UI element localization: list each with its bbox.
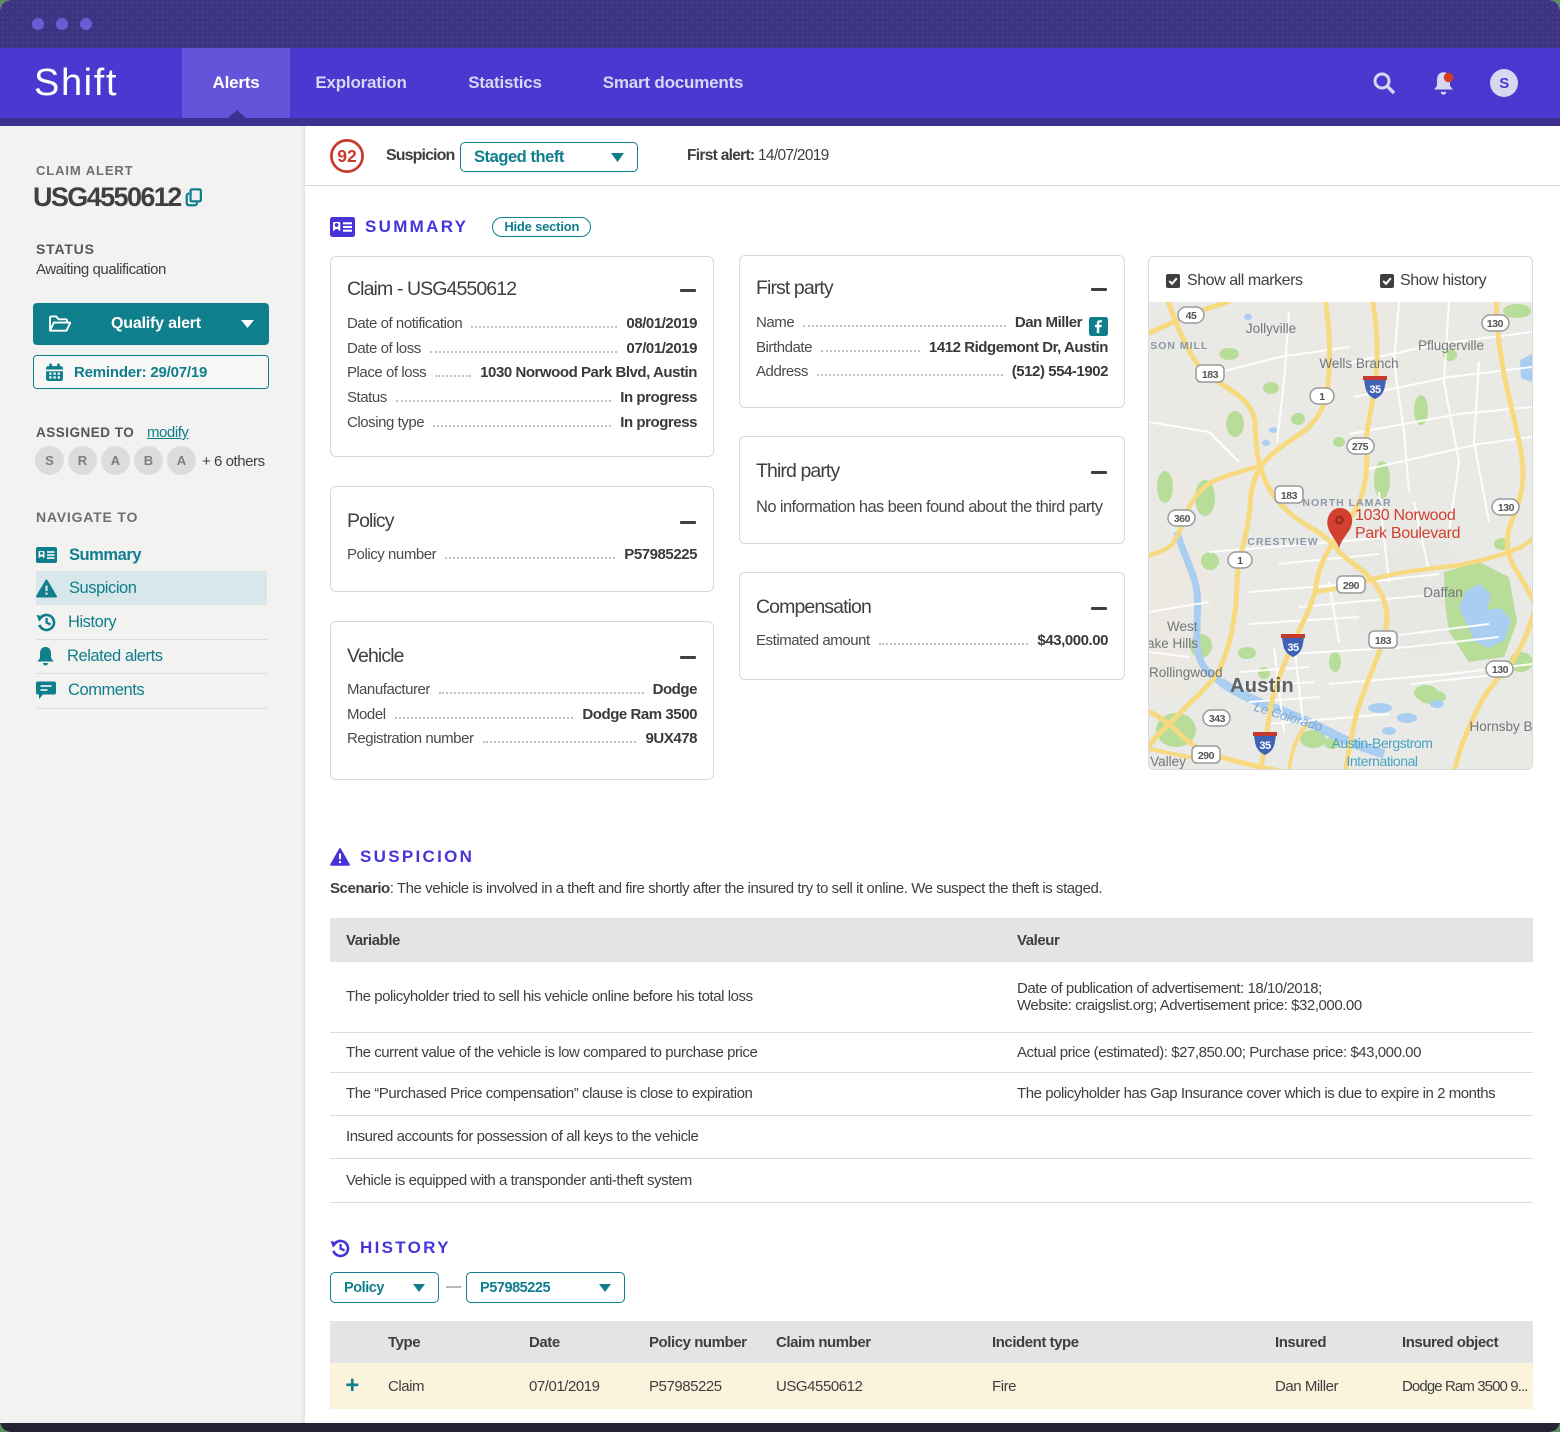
svg-text:Rollingwood: Rollingwood <box>1149 665 1223 680</box>
svg-text:RSON MILL: RSON MILL <box>1149 340 1208 352</box>
svg-text:Daffan: Daffan <box>1423 585 1463 600</box>
svg-text:290: 290 <box>1343 580 1360 592</box>
svg-text:343: 343 <box>1209 713 1226 725</box>
svg-text:35: 35 <box>1259 740 1271 752</box>
svg-text:Valley: Valley <box>1150 754 1186 769</box>
svg-text:360: 360 <box>1174 513 1191 525</box>
svg-text:35: 35 <box>1287 642 1299 654</box>
svg-text:Hornsby B: Hornsby B <box>1469 719 1532 734</box>
svg-text:International: International <box>1346 753 1418 769</box>
svg-text:130: 130 <box>1498 502 1515 514</box>
svg-text:183: 183 <box>1281 490 1298 502</box>
svg-text:Wells Branch: Wells Branch <box>1319 356 1398 371</box>
svg-text:183: 183 <box>1202 369 1219 381</box>
svg-text:183: 183 <box>1375 635 1392 647</box>
svg-text:290: 290 <box>1198 750 1215 762</box>
svg-text:Austin: Austin <box>1230 675 1294 697</box>
svg-text:1: 1 <box>1237 555 1243 567</box>
svg-text:West: West <box>1167 619 1198 634</box>
svg-text:275: 275 <box>1352 441 1369 453</box>
svg-text:Austin-Bergstrom: Austin-Bergstrom <box>1332 735 1433 751</box>
svg-text:NORTH LAMAR: NORTH LAMAR <box>1302 497 1391 509</box>
svg-text:130: 130 <box>1487 318 1504 330</box>
svg-text:Park Boulevard: Park Boulevard <box>1355 525 1460 542</box>
svg-text:1030 Norwood: 1030 Norwood <box>1355 507 1455 524</box>
svg-text:ake Hills: ake Hills <box>1149 636 1198 651</box>
svg-text:45: 45 <box>1186 310 1197 322</box>
svg-text:CRESTVIEW: CRESTVIEW <box>1247 536 1318 548</box>
svg-text:1: 1 <box>1319 391 1325 403</box>
svg-text:130: 130 <box>1492 664 1509 676</box>
svg-text:Pflugerville: Pflugerville <box>1418 338 1484 353</box>
svg-text:92: 92 <box>337 146 357 166</box>
svg-text:Jollyville: Jollyville <box>1246 321 1296 336</box>
svg-text:35: 35 <box>1369 384 1381 396</box>
